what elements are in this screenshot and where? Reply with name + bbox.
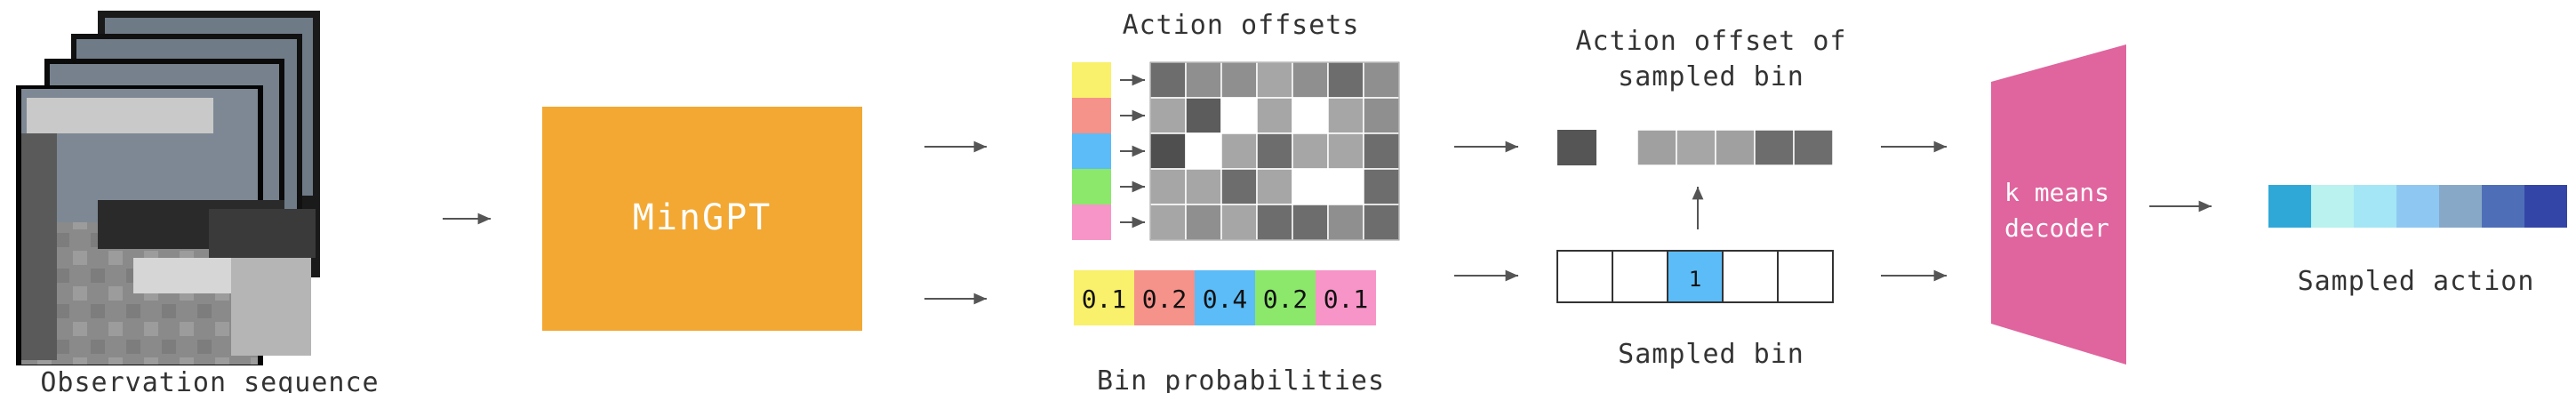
offset-row-cell — [1754, 129, 1795, 166]
offset-grid-cell — [1185, 132, 1222, 170]
offset-grid-cell — [1185, 204, 1222, 241]
offset-grid-cell — [1149, 204, 1187, 241]
offset-grid-cell — [1327, 132, 1364, 170]
bin-probability-cell — [1255, 270, 1316, 325]
sampled-action-row — [2268, 185, 2567, 228]
offset-grid-border — [1149, 61, 1400, 241]
sampled-bin-cell — [1556, 250, 1613, 303]
offset-grid-cell — [1256, 204, 1293, 241]
offset-grid-cell — [1185, 97, 1222, 134]
action-offset-of-sampled-bin — [1557, 129, 1834, 166]
offset-grid-cell — [1292, 168, 1329, 205]
decoder-label-line1: k means — [2004, 178, 2109, 207]
sampled-action-cell — [2268, 185, 2311, 228]
sampled-bin-cell — [1777, 250, 1834, 303]
sampled-bin-row: 1 — [1556, 250, 1834, 303]
offset-grid-cell — [1292, 204, 1329, 241]
offset-grid-cell — [1149, 132, 1187, 170]
action-offset-of-sampled-bin-title-line2: sampled bin — [1618, 61, 1804, 92]
offset-row-cell — [1793, 129, 1834, 166]
sampled-bin-title: Sampled bin — [1618, 339, 1804, 370]
offset-grid-cell — [1256, 132, 1293, 170]
bin-probability-value: 0.2 — [1142, 285, 1188, 314]
offset-grid-cell — [1149, 61, 1187, 99]
sampled-action-cell — [2482, 185, 2524, 228]
offset-grid-cell — [1292, 132, 1329, 170]
offset-grid-cell — [1185, 61, 1222, 99]
offset-grid-cell — [1220, 97, 1258, 134]
bin-color-swatch — [1072, 133, 1111, 169]
sampled-action-cell — [2396, 185, 2439, 228]
bin-probabilities-title: Bin probabilities — [1097, 365, 1385, 393]
bin-probability-cell — [1074, 270, 1134, 325]
offset-grid-cell — [1363, 168, 1400, 205]
offset-grid-cell — [1256, 168, 1293, 205]
mingpt-label: MinGPT — [633, 197, 772, 238]
k-means-decoder-block — [1991, 44, 2126, 365]
bin-probability-value: 0.2 — [1263, 285, 1308, 314]
offset-grid-cell — [1220, 204, 1258, 241]
offset-grid-cell — [1327, 97, 1364, 134]
offset-grid-cell — [1256, 61, 1293, 99]
offset-grid-cell — [1185, 168, 1222, 205]
offset-grid-cell — [1363, 61, 1400, 99]
sampled-bin-cell — [1612, 250, 1668, 303]
offset-row-cell — [1676, 129, 1716, 166]
observation-sequence-label: Observation sequence — [40, 367, 379, 393]
bin-probability-cell — [1316, 270, 1376, 325]
sampled-bin-cell — [1667, 250, 1724, 303]
offset-grid-cell — [1327, 204, 1364, 241]
offset-grid-cell — [1149, 168, 1187, 205]
offset-grid-cell — [1292, 61, 1329, 99]
sampled-bin-cell — [1722, 250, 1779, 303]
offset-row-cell — [1636, 129, 1677, 166]
sampled-action-cell — [2311, 185, 2354, 228]
bin-color-swatch — [1072, 98, 1111, 133]
sampled-bin-index: 1 — [1689, 267, 1701, 292]
observation-frame — [16, 85, 316, 365]
bin-probabilities-row: 0.1 0.2 0.4 0.2 0.1 — [1074, 270, 1376, 325]
offset-grid-cell — [1327, 168, 1364, 205]
observation-sequence-frames — [16, 11, 320, 365]
bin-color-swatch — [1072, 62, 1111, 98]
offset-grid-cell — [1220, 168, 1258, 205]
mingpt-block — [542, 107, 862, 331]
bin-probability-value: 0.1 — [1324, 285, 1369, 314]
bin-probability-value: 0.1 — [1082, 285, 1127, 314]
offset-grid-cell — [1220, 61, 1258, 99]
bin-probability-cell — [1195, 270, 1255, 325]
bin-arrows — [1120, 74, 1145, 229]
bin-color-swatch — [1072, 205, 1111, 240]
action-offsets-title: Action offsets — [1123, 10, 1360, 41]
offset-single-cell — [1557, 130, 1596, 165]
action-offsets-grid — [1149, 61, 1400, 241]
offset-grid-cell — [1363, 204, 1400, 241]
sampled-action-title: Sampled action — [2298, 266, 2535, 297]
offset-grid-cell — [1292, 97, 1329, 134]
offset-grid-cell — [1256, 97, 1293, 134]
sampled-action-cell — [2439, 185, 2482, 228]
bin-color-column — [1072, 62, 1111, 240]
bin-probability-cell — [1134, 270, 1195, 325]
decoder-label-line2: decoder — [2004, 213, 2109, 243]
offset-grid-cell — [1327, 61, 1364, 99]
offset-grid-cell — [1220, 132, 1258, 170]
sampled-action-cell — [2524, 185, 2567, 228]
sampled-action-cell — [2354, 185, 2396, 228]
offset-grid-cell — [1149, 97, 1187, 134]
bin-color-swatch — [1072, 169, 1111, 205]
offset-grid-cell — [1363, 132, 1400, 170]
bin-probability-value: 0.4 — [1203, 285, 1248, 314]
offset-grid-cell — [1363, 97, 1400, 134]
action-offset-of-sampled-bin-title-line1: Action offset of — [1576, 26, 1847, 57]
offset-row-cell — [1715, 129, 1756, 166]
